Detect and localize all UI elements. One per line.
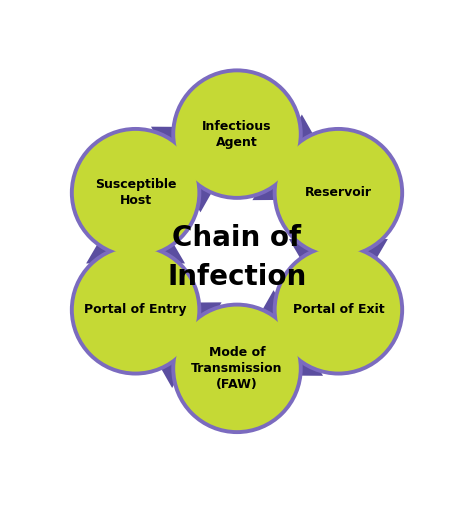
Polygon shape (151, 127, 225, 212)
Polygon shape (289, 239, 388, 296)
Text: Portal of Entry: Portal of Entry (84, 303, 187, 316)
Circle shape (175, 306, 299, 430)
Circle shape (277, 131, 400, 255)
Text: Reservoir: Reservoir (305, 186, 372, 199)
Circle shape (277, 248, 400, 372)
Text: Chain of
Infection: Chain of Infection (167, 224, 307, 291)
Circle shape (74, 131, 197, 255)
Circle shape (171, 68, 303, 200)
Text: Susceptible
Host: Susceptible Host (95, 178, 176, 207)
Circle shape (273, 244, 404, 375)
Polygon shape (253, 114, 326, 200)
Circle shape (273, 127, 404, 258)
Circle shape (171, 303, 303, 434)
Circle shape (74, 248, 197, 372)
Circle shape (70, 244, 201, 375)
Polygon shape (86, 207, 185, 264)
Text: Mode of
Transmission
(FAW): Mode of Transmission (FAW) (191, 346, 283, 391)
Circle shape (70, 127, 201, 258)
Polygon shape (148, 302, 221, 388)
Text: Portal of Exit: Portal of Exit (292, 303, 384, 316)
Text: Infectious
Agent: Infectious Agent (202, 120, 272, 149)
Polygon shape (249, 290, 323, 376)
Circle shape (175, 73, 299, 196)
